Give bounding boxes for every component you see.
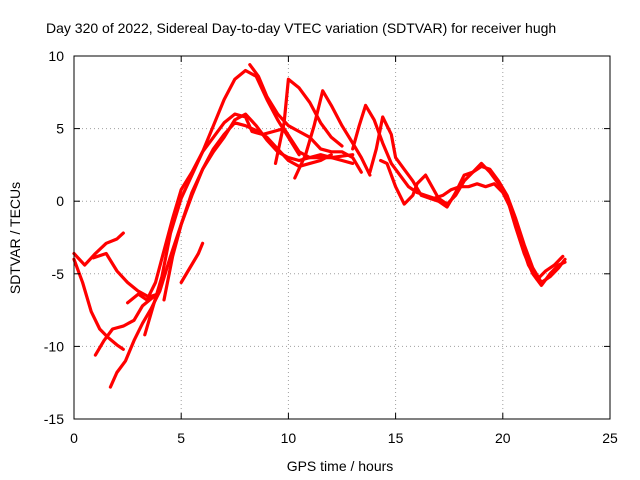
y-axis-label: SDTVAR / TECUs — [7, 182, 23, 294]
y-tick-label: 0 — [56, 193, 64, 209]
grid — [74, 56, 610, 419]
x-tick-label: 15 — [388, 430, 404, 446]
series-track-9 — [179, 241, 205, 285]
y-tick-label: 5 — [56, 121, 64, 137]
y-tick-label: -10 — [44, 338, 64, 354]
series-track-15 — [379, 158, 567, 287]
plot-frame — [73, 55, 611, 420]
y-ticks: -15 -10 -5 0 5 10 — [44, 48, 610, 427]
x-tick-label: 5 — [177, 430, 185, 446]
x-tick-label: 25 — [602, 430, 618, 446]
series-track-11 — [273, 77, 344, 165]
series-track-12 — [293, 89, 372, 180]
series-track-3 — [93, 295, 155, 357]
series-track-14 — [368, 115, 567, 285]
x-ticks: 0 5 10 15 20 25 — [70, 56, 618, 446]
series-track-8 — [162, 112, 355, 302]
y-tick-label: -5 — [52, 266, 65, 282]
series-track-4 — [91, 251, 160, 299]
x-tick-label: 10 — [281, 430, 297, 446]
x-tick-label: 0 — [70, 430, 78, 446]
y-tick-label: 10 — [48, 48, 64, 64]
series-track-5 — [108, 121, 333, 389]
series-track-2 — [72, 257, 125, 351]
series-track-10 — [248, 63, 363, 174]
x-axis-label: GPS time / hours — [287, 458, 394, 474]
y-tick-label: -15 — [44, 411, 64, 427]
series-track-1 — [72, 231, 125, 267]
series-track-7 — [143, 68, 301, 337]
series-layer — [72, 63, 567, 389]
x-tick-label: 20 — [495, 430, 511, 446]
chart-title: Day 320 of 2022, Sidereal Day-to-day VTE… — [46, 20, 556, 36]
